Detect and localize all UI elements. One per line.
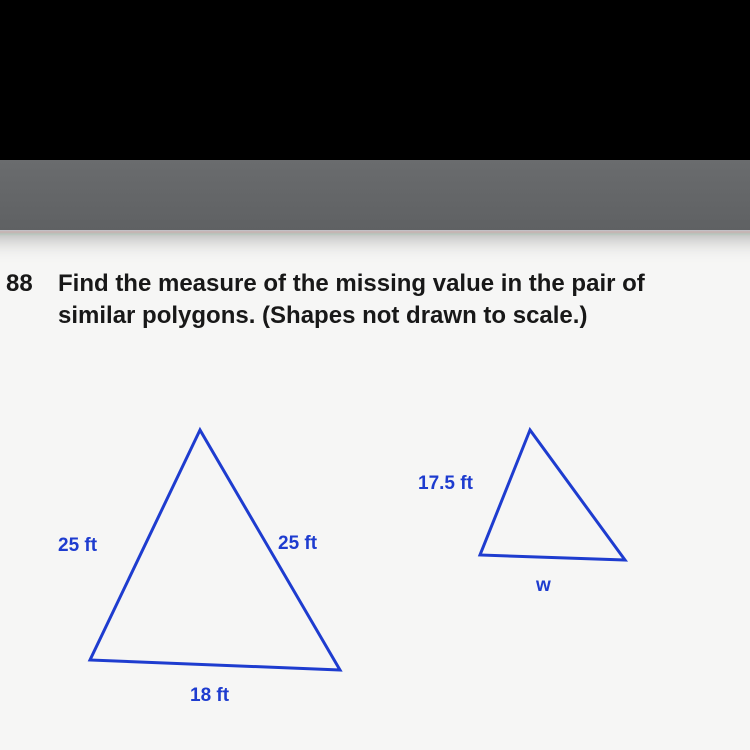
triangles-svg: [60, 405, 690, 725]
screen: 88 Find the measure of the missing value…: [0, 0, 750, 750]
label-tri1-base: 18 ft: [190, 685, 229, 707]
figure-area: 25 ft 25 ft 18 ft 17.5 ft w: [60, 405, 690, 725]
question-block: 88 Find the measure of the missing value…: [6, 268, 720, 333]
question-text: Find the measure of the missing value in…: [58, 268, 678, 333]
screen-glare: [0, 230, 750, 236]
triangle-small: [480, 430, 625, 560]
label-tri1-left: 25 ft: [58, 535, 97, 557]
question-number: 88: [6, 268, 58, 333]
worksheet-paper: 88 Find the measure of the missing value…: [0, 230, 750, 750]
top-black-bar: [0, 0, 750, 160]
label-tri1-right: 25 ft: [278, 533, 317, 555]
gray-band: [0, 160, 750, 230]
label-tri2-left: 17.5 ft: [418, 473, 473, 495]
label-tri2-base: w: [536, 575, 551, 597]
